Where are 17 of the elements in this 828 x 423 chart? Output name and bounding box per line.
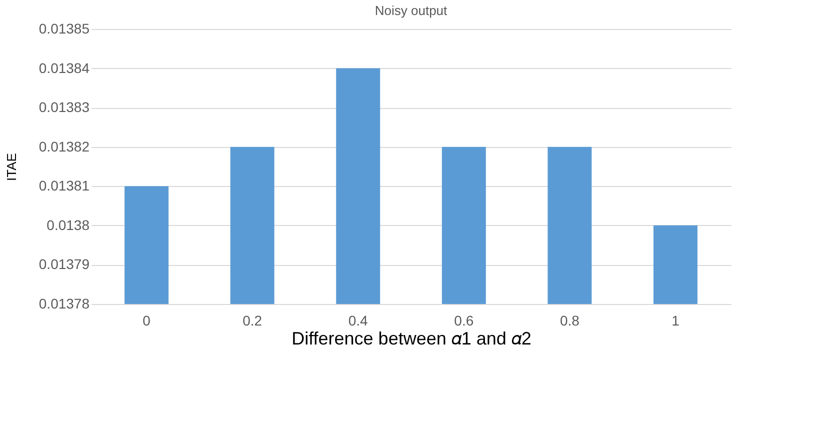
y-tick-label: 0.01379 bbox=[38, 256, 90, 272]
x-tick-label: 0.8 bbox=[560, 312, 580, 328]
x-tick-label: 1 bbox=[672, 312, 680, 328]
y-tick-label: 0.01384 bbox=[38, 60, 90, 76]
x-tick-label: 0.4 bbox=[348, 312, 368, 328]
x-axis-title: Difference between 𝛼1 and 𝛼2 bbox=[292, 328, 532, 348]
x-tick-label: 0.2 bbox=[242, 312, 262, 328]
x-tick-label: 0 bbox=[142, 312, 151, 328]
y-tick-label: 0.01382 bbox=[38, 138, 90, 154]
y-axis-title: ITAE bbox=[4, 152, 19, 181]
y-tick-label: 0.01381 bbox=[38, 178, 90, 194]
y-tick-label: 0.01378 bbox=[38, 296, 90, 312]
y-tick-label: 0.01385 bbox=[38, 20, 90, 36]
y-tick-label: 0.0138 bbox=[46, 216, 90, 233]
y-tick-label: 0.01383 bbox=[38, 99, 90, 116]
chart-title: Noisy output bbox=[374, 3, 448, 18]
x-tick-label: 0.6 bbox=[454, 312, 474, 328]
